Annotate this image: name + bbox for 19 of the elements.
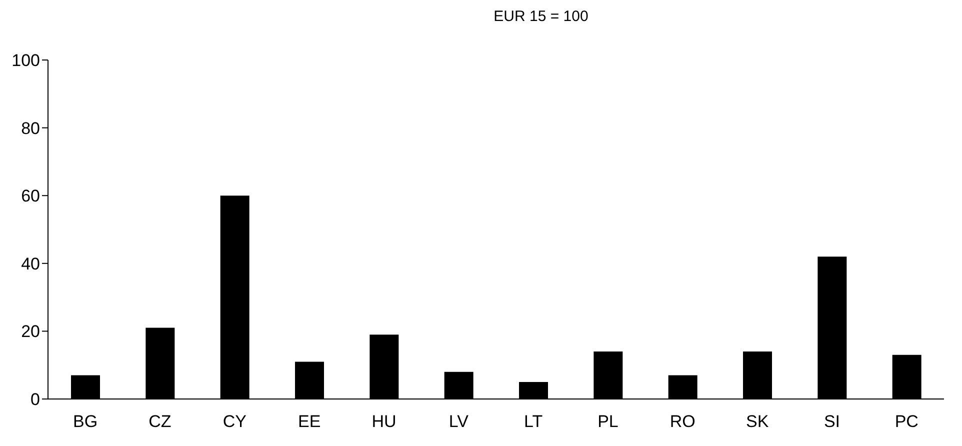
- x-tick-label: PL: [598, 412, 618, 432]
- y-tick-label: 20: [21, 322, 40, 342]
- y-tick-label: 40: [21, 254, 40, 274]
- x-tick-label: LT: [524, 412, 543, 432]
- x-tick-label: RO: [670, 412, 696, 432]
- x-tick-label: EE: [298, 412, 321, 432]
- x-tick-label: PC: [894, 412, 918, 432]
- x-tick-label: SK: [746, 412, 770, 432]
- x-tick-label: HU: [372, 412, 396, 432]
- x-tick-label: CY: [222, 412, 246, 432]
- x-tick-label: LV: [448, 412, 470, 432]
- x-tick-label: BG: [73, 412, 98, 432]
- x-tick-label: SI: [824, 412, 840, 432]
- x-tick-label: CZ: [148, 412, 172, 432]
- chart-title: EUR 15 = 100: [492, 8, 590, 27]
- y-tick-label: 60: [21, 186, 40, 206]
- y-tick-label: 100: [12, 51, 40, 70]
- y-tick-label: 80: [21, 118, 40, 138]
- y-tick-label: 0: [30, 390, 40, 410]
